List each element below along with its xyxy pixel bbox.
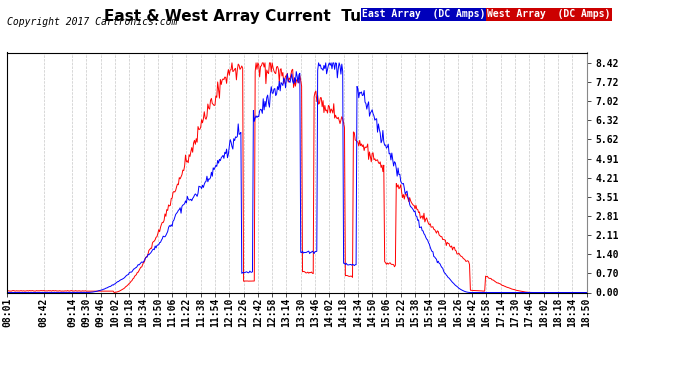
Text: West Array  (DC Amps): West Array (DC Amps) xyxy=(487,9,611,20)
Text: East Array  (DC Amps): East Array (DC Amps) xyxy=(362,9,486,20)
Text: Copyright 2017 Cartronics.com: Copyright 2017 Cartronics.com xyxy=(7,17,177,27)
Text: East & West Array Current  Tue Mar 14 19:03: East & West Array Current Tue Mar 14 19:… xyxy=(104,9,490,24)
